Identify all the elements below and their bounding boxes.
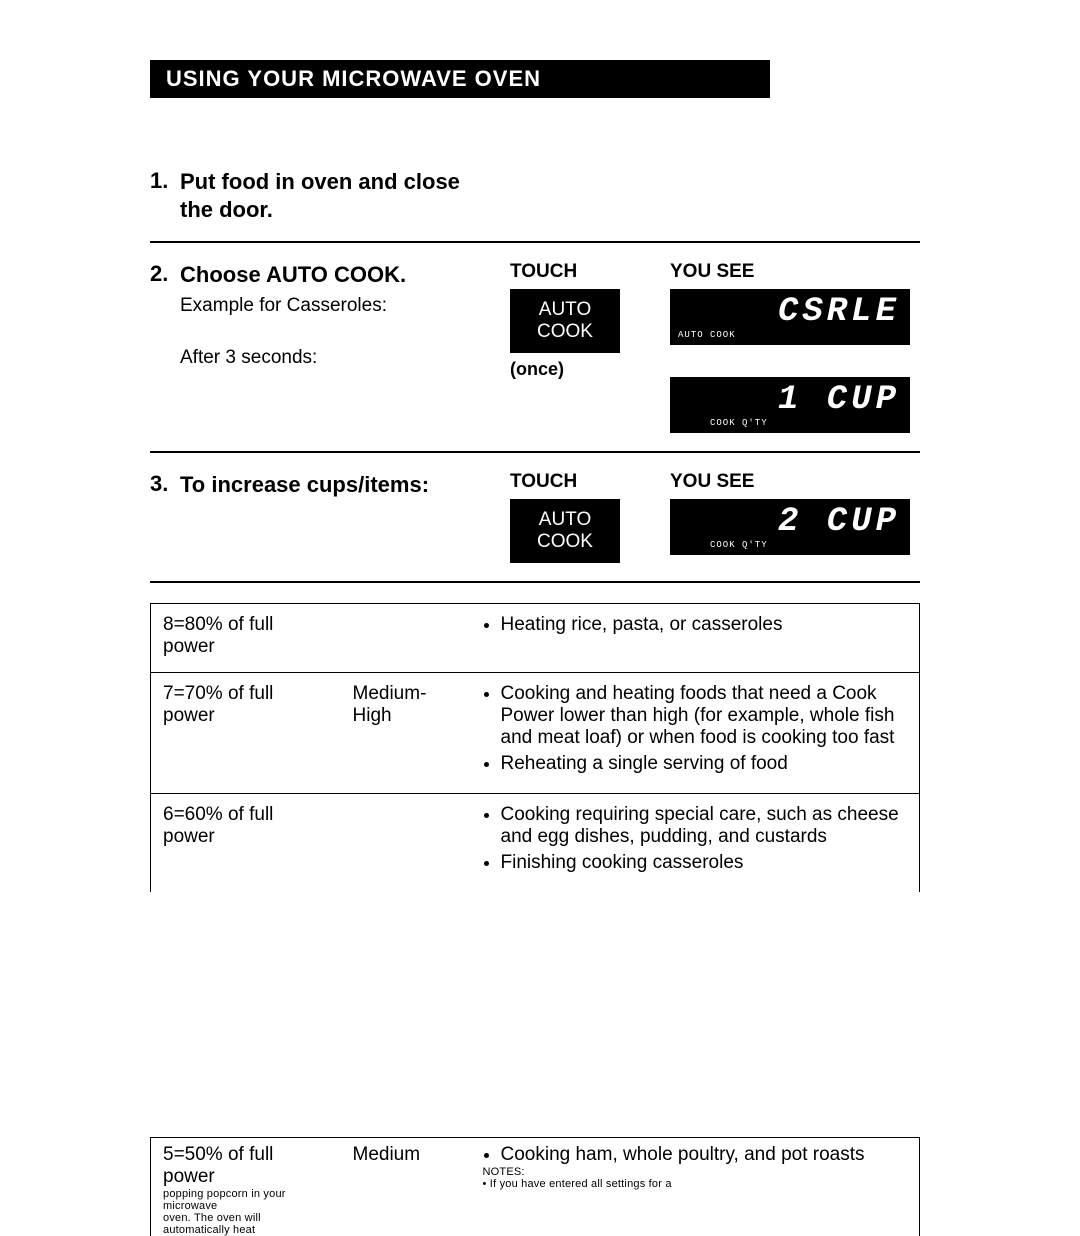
level-7: Medium-High [341, 672, 471, 793]
use-item: Cooking ham, whole poultry, and pot roas… [501, 1144, 908, 1166]
use-item: Reheating a single serving of food [501, 753, 908, 775]
divider [150, 581, 920, 583]
section-title-bar: USING YOUR MICROWAVE OVEN [150, 60, 770, 98]
tiny-r2: • If you have entered all settings for a [483, 1178, 672, 1190]
lcd-text-csrle: CSRLE [778, 293, 900, 331]
power-6: 6=60% of full power [151, 793, 341, 892]
divider [150, 241, 920, 243]
table-row: 7=70% of full power Medium-High Cooking … [151, 672, 920, 793]
step-2-after3: After 3 seconds: [180, 347, 500, 369]
step-2-example: Example for Casseroles: [180, 295, 500, 317]
step-3: 3. To increase cups/items: TOUCH AUTO CO… [150, 471, 920, 563]
step-3-title: To increase cups/items: [180, 471, 500, 499]
auto-cook-button-2: AUTO COOK [510, 499, 620, 563]
tiny-l1: popping popcorn in your microwave [163, 1188, 286, 1212]
step-2: 2. Choose AUTO COOK. Example for Cassero… [150, 261, 920, 433]
step-1-title-line1: Put food in oven and close [180, 169, 460, 194]
use-item: Cooking requiring special care, such as … [501, 804, 908, 848]
uses-8: Heating rice, pasta, or casseroles [471, 603, 920, 672]
step-1: 1. Put food in oven and close the door. [150, 168, 920, 223]
step-2-title: Choose AUTO COOK. [180, 261, 500, 289]
touch-header: TOUCH [510, 261, 660, 283]
lcd-indicator-cook-qty-2: COOK Q'TY [710, 541, 768, 551]
bottom-fragment: 5=50% of full power popping popcorn in y… [150, 1137, 920, 1236]
step-1-title-line2: the door. [180, 197, 273, 222]
lcd-indicator-cook-qty: COOK Q'TY [710, 419, 768, 429]
auto-cook-button-l1: AUTO [539, 299, 591, 320]
table-row: 6=60% of full power Cooking requiring sp… [151, 793, 920, 892]
power-7: 7=70% of full power [151, 672, 341, 793]
lcd-indicator-auto-cook: AUTO COOK [678, 331, 736, 341]
you-see-header: YOU SEE [670, 261, 920, 283]
level-6 [341, 793, 471, 892]
touch-header-3: TOUCH [510, 471, 660, 493]
tiny-text-left: popping popcorn in your microwave oven. … [163, 1188, 329, 1236]
tiny-l2: oven. The oven will automatically heat [163, 1212, 261, 1236]
lcd-display-csrle: AUTO COOK CSRLE [670, 289, 910, 345]
use-item: Cooking and heating foods that need a Co… [501, 683, 908, 749]
tiny-text-right: NOTES: • If you have entered all setting… [483, 1166, 908, 1190]
divider [150, 451, 920, 453]
uses-7: Cooking and heating foods that need a Co… [471, 672, 920, 793]
touch-once-note: (once) [510, 359, 660, 380]
power-level-table: 8=80% of full power Heating rice, pasta,… [150, 603, 920, 892]
level-8 [341, 603, 471, 672]
auto-cook-button2-l1: AUTO [539, 509, 591, 530]
use-item: Finishing cooking casseroles [501, 852, 908, 874]
lcd-text-1cup: 1 CUP [778, 381, 900, 419]
power-8: 8=80% of full power [151, 603, 341, 672]
table-row: 5=50% of full power popping popcorn in y… [151, 1137, 920, 1236]
table-row: 8=80% of full power Heating rice, pasta,… [151, 603, 920, 672]
lcd-display-2cup: COOK Q'TY 2 CUP [670, 499, 910, 555]
power-5: 5=50% of full power [163, 1144, 273, 1187]
auto-cook-button2-l2: COOK [537, 531, 593, 552]
uses-6: Cooking requiring special care, such as … [471, 793, 920, 892]
step-3-number: 3. [150, 471, 180, 497]
you-see-header-3: YOU SEE [670, 471, 920, 493]
auto-cook-button-l2: COOK [537, 321, 593, 342]
step-1-number: 1. [150, 168, 180, 194]
lcd-text-2cup: 2 CUP [778, 503, 900, 541]
tiny-r1: NOTES: [483, 1166, 525, 1178]
use-item: Heating rice, pasta, or casseroles [501, 614, 908, 636]
lcd-display-1cup: COOK Q'TY 1 CUP [670, 377, 910, 433]
auto-cook-button: AUTO COOK [510, 289, 620, 353]
level-5: Medium [353, 1144, 421, 1165]
step-2-number: 2. [150, 261, 180, 287]
